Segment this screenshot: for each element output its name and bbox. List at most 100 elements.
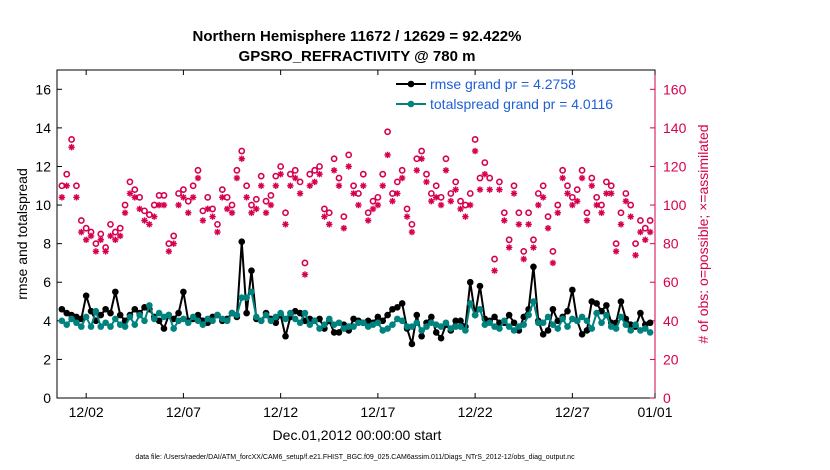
totalspread-point — [539, 319, 547, 327]
obs-possible-point — [544, 213, 552, 221]
totalspread-point — [73, 319, 80, 327]
obs-assimilated-point — [87, 232, 95, 240]
obs-possible-point — [568, 193, 576, 201]
obs-assimilated-point — [107, 232, 114, 240]
totalspread-point — [335, 319, 343, 327]
totalspread-point — [112, 315, 119, 323]
obs-possible-point — [92, 240, 100, 248]
rmse-point — [58, 305, 66, 313]
obs-assimilated-point — [467, 201, 474, 209]
obs-assimilated-point — [627, 213, 634, 220]
obs-assimilated-point — [384, 151, 391, 159]
obs-assimilated-point — [262, 209, 270, 216]
obs-assimilated-point — [78, 228, 85, 236]
obs-assimilated-point — [228, 209, 236, 216]
obs-assimilated-point — [126, 190, 134, 197]
totalspread-point — [437, 323, 445, 330]
rmse-point — [603, 302, 610, 309]
obs-assimilated-point — [257, 182, 265, 189]
obs-possible-point — [107, 220, 114, 228]
obs-possible-point — [311, 166, 319, 174]
obs-assimilated-point — [301, 271, 309, 278]
totalspread-point — [355, 319, 362, 327]
totalspread-point — [564, 323, 571, 330]
obs-possible-point — [175, 190, 182, 197]
obs-possible-point — [622, 190, 630, 197]
obs-possible-point — [510, 182, 518, 190]
rmse-point — [180, 288, 187, 296]
rmse-point — [408, 340, 416, 348]
rmse-point — [248, 267, 255, 274]
totalspread-point — [544, 313, 552, 321]
obs-assimilated-point — [520, 255, 527, 263]
obs-assimilated-point — [141, 217, 148, 224]
x-tick-label: 12/07 — [166, 404, 201, 420]
obs-assimilated-point — [637, 228, 644, 236]
totalspread-point — [131, 321, 139, 328]
obs-possible-point — [427, 190, 435, 197]
obs-possible-point — [491, 255, 498, 263]
totalspread-point — [646, 329, 654, 336]
obs-assimilated-point — [433, 194, 440, 201]
obs-possible-point — [641, 224, 649, 232]
obs-assimilated-point — [350, 190, 357, 197]
obs-possible-point — [63, 170, 71, 178]
obs-possible-point — [374, 193, 382, 201]
obs-possible-point — [530, 236, 537, 244]
obs-possible-point — [77, 217, 85, 224]
obs-assimilated-point — [481, 170, 489, 178]
obs-assimilated-point — [389, 198, 396, 205]
obs-assimilated-point — [583, 217, 591, 224]
totalspread-point — [408, 323, 416, 330]
obs-possible-point — [160, 192, 168, 199]
totalspread-point — [58, 317, 66, 325]
rmse-point — [539, 331, 547, 338]
totalspread-point — [243, 294, 250, 301]
obs-possible-point — [97, 230, 105, 238]
rmse-point — [116, 311, 124, 319]
rmse-point — [282, 332, 289, 340]
obs-assimilated-point — [642, 236, 649, 243]
rmse-point — [549, 305, 557, 313]
obs-assimilated-point — [277, 170, 284, 178]
obs-assimilated-point — [471, 147, 479, 155]
obs-possible-point — [350, 182, 357, 190]
rmse-point — [87, 307, 95, 315]
totalspread-point — [471, 311, 479, 319]
totalspread-point — [233, 311, 241, 319]
obs-assimilated-point — [515, 221, 523, 228]
obs-possible-point — [583, 209, 591, 217]
rmse-point — [432, 329, 440, 336]
totalspread-point — [189, 313, 197, 321]
totalspread-point — [578, 313, 586, 321]
y2-tick-label: 40 — [663, 313, 679, 329]
x-tick-label: 12/12 — [263, 404, 298, 420]
obs-assimilated-point — [569, 201, 576, 209]
totalspread-point — [321, 321, 328, 328]
totalspread-point — [136, 311, 143, 319]
totalspread-point — [476, 305, 484, 313]
obs-assimilated-point — [287, 182, 294, 189]
totalspread-point — [82, 313, 90, 321]
obs-possible-point — [398, 166, 406, 174]
y2-tick-label: 80 — [663, 236, 679, 252]
totalspread-point — [466, 300, 474, 307]
obs-assimilated-point — [369, 205, 377, 213]
obs-assimilated-point — [510, 190, 518, 197]
rmse-point — [452, 317, 459, 325]
totalspread-point — [238, 294, 246, 301]
obs-possible-point — [408, 220, 416, 228]
obs-assimilated-point — [185, 209, 192, 216]
obs-possible-point — [320, 205, 328, 213]
totalspread-point — [632, 321, 639, 328]
totalspread-point — [126, 313, 134, 321]
totalspread-point — [598, 319, 605, 327]
obs-possible-point — [335, 174, 343, 182]
rmse-point — [394, 304, 401, 311]
y-tick-label: 0 — [43, 390, 51, 406]
y2-tick-label: 160 — [663, 81, 687, 97]
totalspread-point — [194, 317, 202, 325]
obs-assimilated-point — [209, 213, 216, 220]
x-tick-label: 12/17 — [360, 404, 395, 420]
rmse-point — [384, 311, 391, 319]
